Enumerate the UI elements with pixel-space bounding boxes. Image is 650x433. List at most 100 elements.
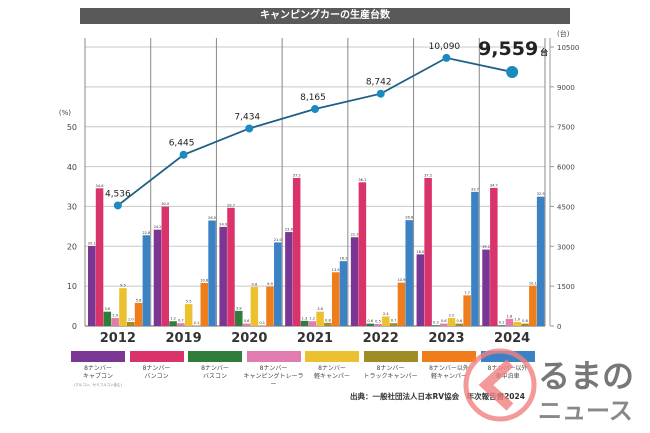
bar (134, 302, 143, 326)
bar (88, 246, 96, 326)
line-value-label: 7,434 (234, 112, 260, 122)
bar (405, 220, 413, 326)
bar (169, 321, 177, 326)
bar-value-label: 13.5 (332, 268, 340, 272)
bar-value-label: 1.8 (507, 314, 513, 318)
line-value-label: 9,559 (478, 38, 538, 60)
bar-value-label: 26.5 (208, 216, 216, 220)
legend-label: 8ナンバー (142, 365, 171, 372)
line-value-label: 6,445 (169, 139, 195, 149)
bar (285, 232, 293, 326)
bar-value-label: 0.8 (325, 318, 331, 322)
legend-swatch (422, 351, 476, 362)
line-point (311, 105, 319, 114)
legend-swatch (246, 351, 301, 362)
legend-item: 8ナンバー バンコン (127, 351, 187, 381)
right-tick-label: 9000 (557, 84, 575, 92)
bar (274, 242, 282, 326)
bar (529, 285, 537, 326)
legend-swatch (480, 351, 535, 362)
bar (142, 235, 151, 326)
line-point (245, 124, 254, 133)
bar (153, 229, 162, 326)
bar-value-label: 18.0 (416, 250, 425, 254)
bar (111, 318, 119, 326)
bar-value-label: 10.9 (397, 278, 406, 282)
left-tick-label: 10 (67, 282, 77, 291)
bar (455, 323, 464, 326)
bar (350, 237, 359, 326)
bar (513, 322, 521, 326)
bar (374, 324, 382, 326)
legend-item: 8ナンバー以外 軽キャンパー (419, 351, 479, 381)
bar (416, 254, 425, 326)
bar-value-label: 24.2 (153, 225, 161, 229)
left-tick-label: 0 (72, 322, 77, 331)
bar (331, 272, 340, 326)
line-value-label: 8,742 (366, 78, 392, 88)
bar (177, 323, 185, 326)
line-point (442, 53, 451, 62)
bar-value-label: 9.9 (267, 282, 273, 286)
bar (103, 311, 112, 326)
bar-value-label: 24.9 (219, 222, 228, 226)
legend-label: バスコン (202, 373, 227, 380)
bar-value-label: 20.1 (88, 242, 96, 246)
bar (497, 325, 506, 326)
bar-value-label: 1.3 (302, 316, 308, 320)
bar-value-label: 9.5 (120, 284, 126, 288)
bar-value-label: 1.0 (514, 318, 520, 322)
bar-value-label: 0.1 (259, 321, 265, 325)
bar (463, 295, 471, 326)
bar (266, 286, 274, 326)
legend-item: 8ナンバー キャンピングトレーラー (244, 351, 304, 389)
bar (127, 322, 135, 326)
left-tick-label: 50 (67, 123, 77, 132)
legend-item: 8ナンバー バスコン (185, 351, 245, 381)
bar (471, 191, 479, 326)
bar-value-label: 0.2 (499, 321, 505, 325)
legend-label: バンコン (144, 373, 169, 380)
bar-value-label: 2.4 (383, 312, 389, 316)
bar-value-label: 7.7 (464, 291, 470, 295)
legend-swatch (305, 351, 359, 362)
bar (242, 323, 251, 326)
bar-value-label: 36.1 (358, 178, 366, 182)
line-point (506, 66, 519, 79)
bar (397, 282, 406, 326)
bar-value-label: 34.6 (96, 184, 105, 188)
bar-value-label: 5.5 (186, 300, 192, 304)
bar-value-label: 33.7 (471, 187, 479, 191)
x-tick-label: 2012 (100, 331, 136, 346)
bar-value-label: 0.2 (433, 321, 439, 325)
x-tick-label: 2024 (494, 331, 530, 346)
bar (389, 323, 398, 326)
bar-value-label: 29.7 (227, 203, 235, 207)
bar (227, 207, 235, 326)
svg-text:ニュース: ニュース (538, 397, 633, 425)
svg-text:るまの: るまの (538, 357, 634, 395)
legend-label: 軽キャンパー (430, 373, 467, 380)
legend-label: 8ナンバー (84, 365, 112, 372)
chart-title: キャンピングカーの生産台数 (80, 8, 570, 24)
right-tick-label: 1500 (557, 283, 575, 291)
line-value-label: 4,536 (105, 189, 131, 199)
bar (482, 249, 490, 326)
bar (292, 177, 301, 326)
bar (308, 321, 317, 326)
legend-swatch (363, 351, 418, 362)
bar-value-label: 3.6 (104, 307, 110, 311)
bar-value-label: 10.1 (529, 281, 537, 285)
line-unit-label: 台 (540, 47, 548, 57)
bar (161, 206, 170, 326)
bar (208, 220, 216, 326)
bar-value-label: 37.2 (424, 173, 432, 177)
right-tick-label: 0 (557, 323, 561, 331)
left-tick-label: 30 (67, 203, 77, 212)
legend-label: 8ナンバー (259, 365, 288, 372)
bar-value-label: 30.0 (161, 202, 170, 206)
legend-note: (アルコン、セミフルコン含む) (74, 383, 122, 387)
legend-label: 8ナンバー (376, 365, 405, 372)
bar-value-label: 1.2 (309, 317, 315, 321)
